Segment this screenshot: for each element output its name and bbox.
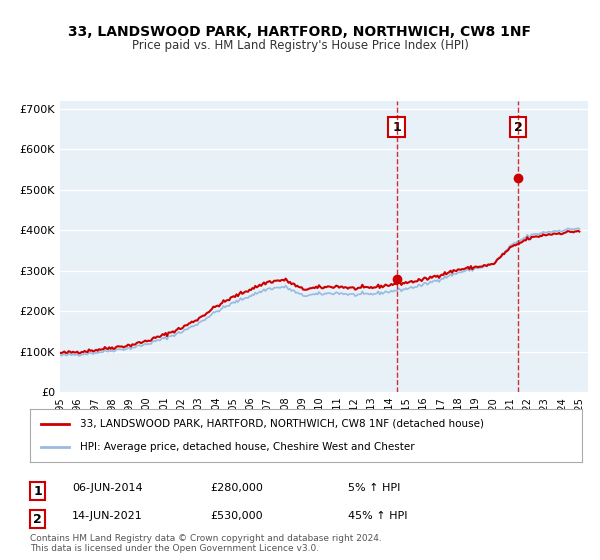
Text: 1: 1 [392, 120, 401, 133]
Text: £530,000: £530,000 [210, 511, 263, 521]
Text: 33, LANDSWOOD PARK, HARTFORD, NORTHWICH, CW8 1NF: 33, LANDSWOOD PARK, HARTFORD, NORTHWICH,… [68, 25, 532, 39]
Text: 2: 2 [514, 120, 522, 133]
Text: HPI: Average price, detached house, Cheshire West and Chester: HPI: Average price, detached house, Ches… [80, 442, 415, 452]
Text: 33, LANDSWOOD PARK, HARTFORD, NORTHWICH, CW8 1NF (detached house): 33, LANDSWOOD PARK, HARTFORD, NORTHWICH,… [80, 419, 484, 429]
Text: 1: 1 [33, 484, 42, 498]
Text: 45% ↑ HPI: 45% ↑ HPI [348, 511, 407, 521]
Text: £280,000: £280,000 [210, 483, 263, 493]
Text: 14-JUN-2021: 14-JUN-2021 [72, 511, 143, 521]
Text: 06-JUN-2014: 06-JUN-2014 [72, 483, 143, 493]
Text: Price paid vs. HM Land Registry's House Price Index (HPI): Price paid vs. HM Land Registry's House … [131, 39, 469, 52]
Text: 2: 2 [33, 512, 42, 526]
Text: 5% ↑ HPI: 5% ↑ HPI [348, 483, 400, 493]
Text: Contains HM Land Registry data © Crown copyright and database right 2024.
This d: Contains HM Land Registry data © Crown c… [30, 534, 382, 553]
